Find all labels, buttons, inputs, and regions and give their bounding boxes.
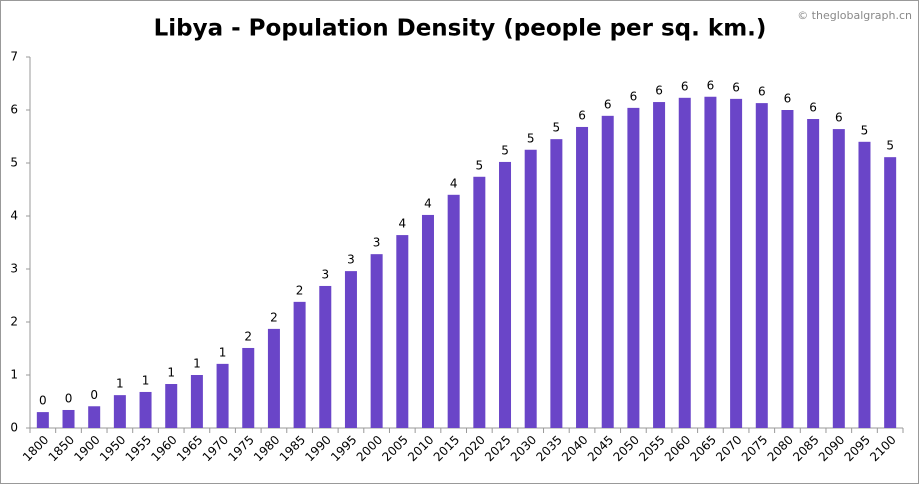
value-label: 5 xyxy=(886,139,894,153)
value-label: 6 xyxy=(630,89,638,103)
value-label: 4 xyxy=(424,196,432,210)
y-tick-label: 5 xyxy=(10,156,18,170)
watermark: © theglobalgraph.cn xyxy=(797,9,912,22)
bar xyxy=(781,110,794,428)
value-label: 1 xyxy=(193,357,201,371)
value-label: 1 xyxy=(219,345,227,359)
bar xyxy=(473,176,486,428)
bar xyxy=(884,157,897,429)
y-tick-label: 6 xyxy=(10,103,18,117)
bar xyxy=(627,107,640,428)
bar xyxy=(62,409,75,428)
bar xyxy=(88,406,101,428)
value-label: 6 xyxy=(655,84,663,98)
value-label: 3 xyxy=(347,253,355,267)
bar xyxy=(601,115,614,428)
value-label: 3 xyxy=(321,267,329,281)
value-label: 2 xyxy=(244,329,252,343)
bar xyxy=(678,97,691,428)
value-label: 5 xyxy=(861,123,869,137)
bar xyxy=(447,194,460,428)
bar xyxy=(139,391,152,428)
value-label: 5 xyxy=(501,143,509,157)
bar xyxy=(832,129,845,428)
y-tick-label: 0 xyxy=(10,421,18,435)
value-label: 2 xyxy=(296,283,304,297)
bar xyxy=(36,412,49,428)
y-tick-label: 2 xyxy=(10,315,18,329)
value-label: 6 xyxy=(784,92,792,106)
bar xyxy=(524,149,537,428)
y-tick-label: 4 xyxy=(10,209,18,223)
value-label: 0 xyxy=(65,391,73,405)
value-label: 4 xyxy=(398,217,406,231)
bar xyxy=(344,271,357,428)
value-label: 4 xyxy=(450,176,458,190)
chart-title: Libya - Population Density (people per s… xyxy=(154,16,767,42)
bar xyxy=(653,102,666,429)
value-label: 5 xyxy=(553,121,561,135)
bar xyxy=(858,141,871,429)
bar xyxy=(704,96,717,428)
value-label: 6 xyxy=(758,85,766,99)
bar xyxy=(396,235,409,428)
value-label: 6 xyxy=(604,97,612,111)
value-label: 2 xyxy=(270,310,278,324)
value-label: 6 xyxy=(707,78,715,92)
value-label: 0 xyxy=(90,388,98,402)
bar xyxy=(576,126,589,429)
value-label: 6 xyxy=(732,80,740,94)
bar xyxy=(293,301,306,428)
value-label: 6 xyxy=(809,101,817,115)
bar xyxy=(165,384,178,428)
bar xyxy=(190,375,203,428)
value-label: 3 xyxy=(373,236,381,250)
bar xyxy=(267,328,280,428)
value-label: 5 xyxy=(476,158,484,172)
bar xyxy=(499,161,512,428)
value-label: 1 xyxy=(167,366,175,380)
value-label: 6 xyxy=(835,111,843,125)
value-label: 5 xyxy=(527,131,535,145)
y-tick-label: 1 xyxy=(10,368,18,382)
bar xyxy=(242,347,255,428)
bar xyxy=(807,119,820,428)
y-tick-label: 3 xyxy=(10,262,18,276)
value-label: 6 xyxy=(578,108,586,122)
bar xyxy=(421,214,434,428)
value-label: 0 xyxy=(39,394,47,408)
value-label: 6 xyxy=(681,79,689,93)
value-label: 1 xyxy=(142,373,150,387)
bar xyxy=(550,139,563,428)
y-tick-label: 7 xyxy=(10,50,18,64)
bar xyxy=(113,395,126,428)
bar xyxy=(216,363,229,428)
bar xyxy=(319,285,332,428)
value-label: 1 xyxy=(116,377,124,391)
bar xyxy=(370,254,383,428)
bar xyxy=(755,103,768,429)
bar xyxy=(730,98,743,429)
